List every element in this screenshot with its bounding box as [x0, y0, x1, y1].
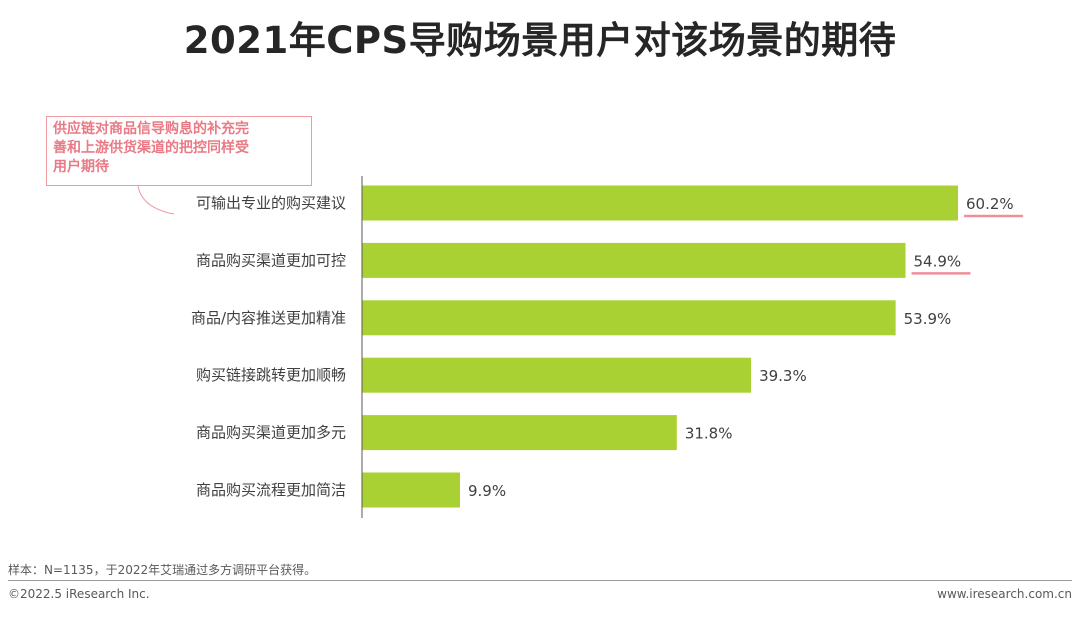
bar-5 — [362, 415, 677, 451]
bar-4 — [362, 357, 752, 393]
category-label-2: 商品购买渠道更加可控 — [196, 251, 346, 269]
callout-line-2: 善和上游供货渠道的把控同样受 — [53, 140, 249, 156]
value-label-4: 39.3% — [759, 367, 807, 385]
footer-divider — [8, 580, 1072, 581]
callout-text: 供应链对商品信导购息的补充完 善和上游供货渠道的把控同样受 用户期待 — [53, 120, 307, 177]
category-label-3: 商品/内容推送更加精准 — [191, 309, 346, 327]
category-label-4: 购买链接跳转更加顺畅 — [196, 366, 346, 384]
value-label-2: 54.9% — [914, 252, 962, 270]
sample-footnote: 样本：N=1135，于2022年艾瑞通过多方调研平台获得。 — [8, 563, 317, 577]
bar-2 — [362, 242, 906, 278]
bar-chart: 可输出专业的购买建议 60.2% 商品购买渠道更加可控 54.9% 商品/内容推送更加精… — [191, 176, 1023, 518]
callout-box: 供应链对商品信导购息的补充完 善和上游供货渠道的把控同样受 用户期待 — [46, 116, 312, 186]
bar-6 — [362, 472, 461, 508]
website-text: www.iresearch.com.cn — [937, 587, 1072, 601]
chart-title: 2021年CPS导购场景用户对该场景的期待 — [183, 19, 897, 62]
value-label-1: 60.2% — [966, 195, 1014, 213]
value-label-3: 53.9% — [904, 310, 952, 328]
value-label-5: 31.8% — [685, 425, 733, 443]
bar-3 — [362, 300, 896, 336]
category-label-5: 商品购买渠道更加多元 — [196, 424, 346, 442]
category-label-1: 可输出专业的购买建议 — [196, 194, 346, 212]
callout-pointer — [137, 186, 175, 215]
bar-1 — [362, 185, 958, 221]
copyright-text: ©2022.5 iResearch Inc. — [8, 587, 150, 601]
callout-line-1: 供应链对商品信导购息的补充完 — [53, 121, 249, 137]
callout-line-3: 用户期待 — [53, 159, 109, 175]
value-label-6: 9.9% — [468, 482, 506, 500]
category-label-6: 商品购买流程更加简洁 — [196, 481, 346, 499]
